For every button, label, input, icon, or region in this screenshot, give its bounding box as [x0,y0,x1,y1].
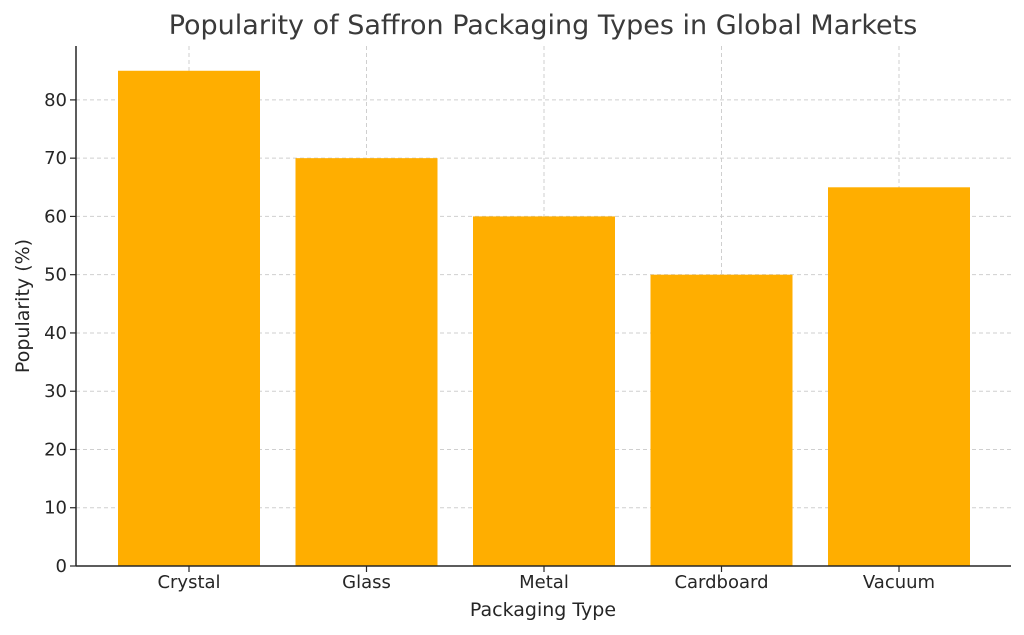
y-tick-label: 70 [44,148,67,169]
y-tick-label: 10 [44,498,67,519]
bar-cardboard [650,274,793,566]
y-ticks: 0 10 20 30 40 50 60 70 80 [44,90,76,577]
bar-vacuum [828,187,970,566]
y-tick-label: 80 [44,90,67,111]
y-tick-label: 30 [44,381,67,402]
y-tick-label: 60 [44,206,67,227]
bar-glass [295,158,438,566]
x-axis-label: Packaging Type [470,599,616,621]
x-tick-label: Metal [519,572,569,593]
chart-title: Popularity of Saffron Packaging Types in… [169,10,918,41]
y-tick-label: 20 [44,439,67,460]
x-tick-label: Glass [342,572,391,593]
bars-layer [118,70,970,566]
y-tick-label: 0 [56,556,67,577]
bar-metal [473,216,615,566]
x-tick-label: Crystal [157,572,220,593]
y-tick-label: 50 [44,265,67,286]
x-tick-label: Vacuum [863,572,935,593]
x-tick-label: Cardboard [674,572,768,593]
bar-crystal [118,70,260,566]
y-tick-label: 40 [44,323,67,344]
y-axis-label: Popularity (%) [12,239,34,373]
x-ticks: Crystal Glass Metal Cardboard Vacuum [157,566,935,593]
